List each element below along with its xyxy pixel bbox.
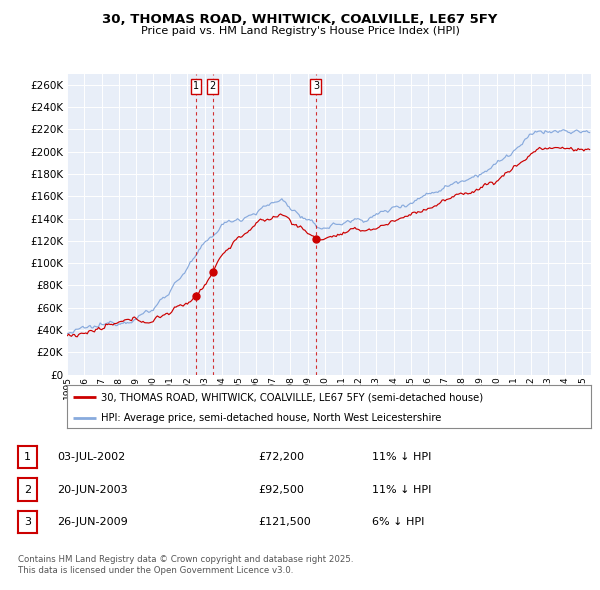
Text: 11% ↓ HPI: 11% ↓ HPI <box>372 453 431 462</box>
Text: 11% ↓ HPI: 11% ↓ HPI <box>372 485 431 494</box>
Text: 1: 1 <box>24 453 31 462</box>
Text: 2: 2 <box>209 81 216 91</box>
Text: Contains HM Land Registry data © Crown copyright and database right 2025.
This d: Contains HM Land Registry data © Crown c… <box>18 555 353 575</box>
Text: 2: 2 <box>24 485 31 494</box>
Text: 26-JUN-2009: 26-JUN-2009 <box>57 517 128 527</box>
Text: 20-JUN-2003: 20-JUN-2003 <box>57 485 128 494</box>
Text: £92,500: £92,500 <box>258 485 304 494</box>
Text: £121,500: £121,500 <box>258 517 311 527</box>
Text: 6% ↓ HPI: 6% ↓ HPI <box>372 517 424 527</box>
Text: HPI: Average price, semi-detached house, North West Leicestershire: HPI: Average price, semi-detached house,… <box>101 414 442 424</box>
Text: 1: 1 <box>193 81 199 91</box>
Text: 30, THOMAS ROAD, WHITWICK, COALVILLE, LE67 5FY: 30, THOMAS ROAD, WHITWICK, COALVILLE, LE… <box>103 13 497 26</box>
Text: 3: 3 <box>24 517 31 527</box>
Text: Price paid vs. HM Land Registry's House Price Index (HPI): Price paid vs. HM Land Registry's House … <box>140 26 460 36</box>
Text: 03-JUL-2002: 03-JUL-2002 <box>57 453 125 462</box>
Text: 30, THOMAS ROAD, WHITWICK, COALVILLE, LE67 5FY (semi-detached house): 30, THOMAS ROAD, WHITWICK, COALVILLE, LE… <box>101 392 484 402</box>
Text: 3: 3 <box>313 81 319 91</box>
Text: £72,200: £72,200 <box>258 453 304 462</box>
